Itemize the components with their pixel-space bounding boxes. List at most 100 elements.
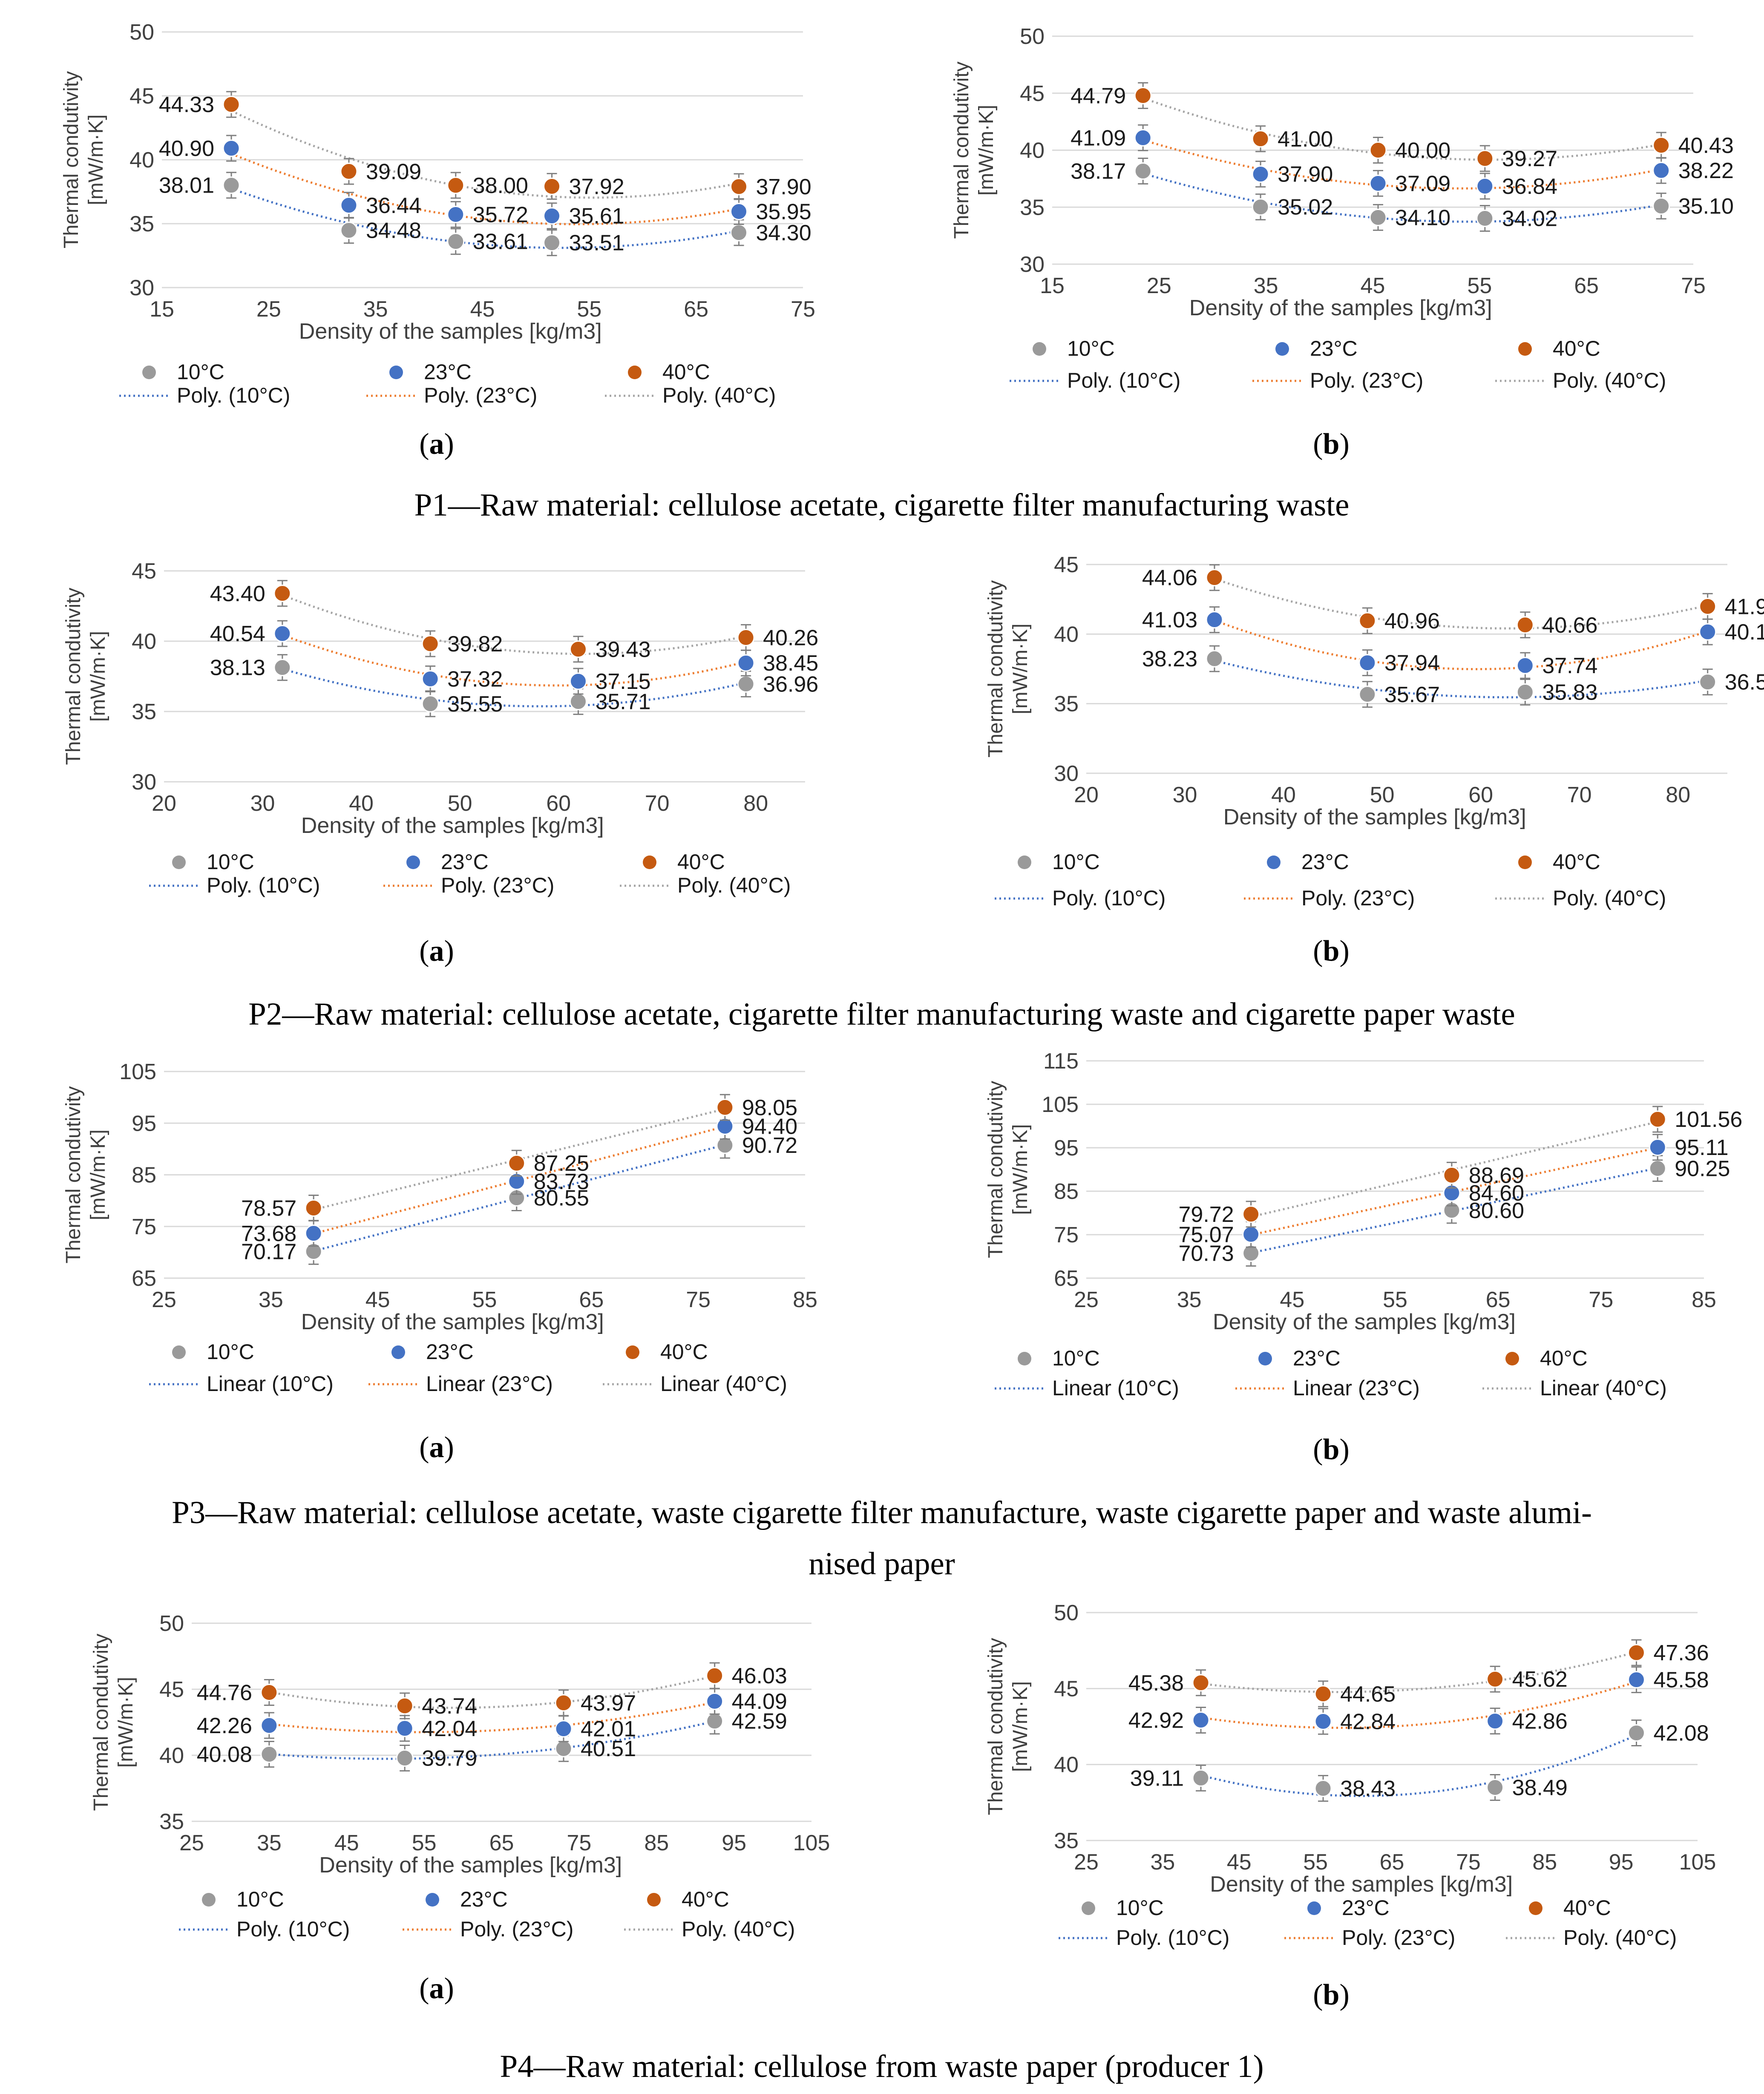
data-label: 44.79 xyxy=(1070,84,1126,108)
data-label: 44.09 xyxy=(732,1689,787,1714)
data-label: 80.60 xyxy=(1469,1198,1524,1223)
data-label: 70.17 xyxy=(241,1239,296,1264)
y-axis-label: Thermal condutivity [mW/m·K] xyxy=(984,1638,1032,1815)
data-point-23c xyxy=(447,205,465,223)
data-label: 44.06 xyxy=(1142,566,1197,590)
data-label: 90.72 xyxy=(742,1133,797,1158)
x-tick-label: 105 xyxy=(1679,1850,1716,1875)
x-tick-label: 55 xyxy=(412,1831,437,1855)
data-point-40c xyxy=(706,1667,724,1685)
data-point-40c xyxy=(1369,141,1387,159)
data-point-23c xyxy=(1476,177,1494,195)
data-point-10c xyxy=(1134,162,1152,180)
legend-fit-label: Poly. (40°C) xyxy=(1563,1926,1677,1950)
data-point-23c xyxy=(543,207,561,225)
data-point-23c xyxy=(305,1224,322,1242)
legend-fit-label: Linear (23°C) xyxy=(426,1372,553,1396)
data-label: 36.84 xyxy=(1502,174,1557,199)
x-tick-label: 75 xyxy=(791,297,815,322)
data-label: 39.27 xyxy=(1502,147,1557,171)
data-point-10c xyxy=(447,233,465,251)
x-tick-label: 35 xyxy=(1254,274,1278,298)
data-label: 33.51 xyxy=(569,231,624,256)
data-label: 37.90 xyxy=(756,175,811,199)
trendline-10c xyxy=(1214,660,1708,699)
data-point-40c xyxy=(1242,1205,1260,1223)
y-tick-label: 75 xyxy=(1054,1223,1079,1247)
legend-label: 40°C xyxy=(682,1887,729,1911)
trendline-40c xyxy=(1142,97,1662,161)
data-label: 42.59 xyxy=(732,1709,787,1734)
x-tick-label: 45 xyxy=(1280,1288,1304,1312)
data-point-40c xyxy=(1652,136,1670,154)
y-tick-label: 40 xyxy=(1020,138,1045,163)
x-tick-label: 65 xyxy=(579,1288,604,1312)
data-label: 39.82 xyxy=(447,632,503,657)
data-point-23c xyxy=(1649,1138,1666,1156)
x-tick-label: 25 xyxy=(1074,1288,1099,1312)
y-axis-label: Thermal condutivity [mW/m·K] xyxy=(984,1081,1032,1258)
data-point-40c xyxy=(1252,130,1269,148)
caption-p3-line1: P3—Raw material: cellulose acetate, wast… xyxy=(172,1495,1592,1530)
legend-label: 10°C xyxy=(236,1887,284,1911)
data-point-10c xyxy=(1369,208,1387,226)
legend-fit-label: Poly. (40°C) xyxy=(662,383,776,407)
data-point-23c xyxy=(1652,161,1670,179)
x-tick-label: 40 xyxy=(1271,783,1296,807)
data-point-10c xyxy=(1486,1779,1504,1797)
data-point-10c xyxy=(730,224,748,242)
legend-fit-label: Poly. (23°C) xyxy=(1310,369,1423,392)
x-tick-label: 25 xyxy=(1147,274,1171,298)
data-label: 42.08 xyxy=(1654,1721,1709,1745)
y-tick-label: 50 xyxy=(129,20,154,45)
y-tick-label: 35 xyxy=(1020,195,1045,220)
y-axis-label: Thermal condutivity [mW/m·K] xyxy=(60,71,107,248)
legend-marker xyxy=(1033,342,1046,356)
x-tick-label: 35 xyxy=(257,1831,282,1855)
y-tick-label: 45 xyxy=(1054,1676,1079,1701)
x-tick-label: 65 xyxy=(1574,274,1599,298)
x-tick-label: 45 xyxy=(470,297,495,322)
x-tick-label: 75 xyxy=(686,1288,711,1312)
x-tick-label: 75 xyxy=(1456,1850,1481,1875)
trendline-40c xyxy=(1214,578,1708,630)
legend-fit-label: Poly. (23°C) xyxy=(460,1917,573,1941)
data-label: 41.09 xyxy=(1070,126,1126,150)
data-label: 40.66 xyxy=(1542,613,1597,638)
y-tick-label: 65 xyxy=(1054,1266,1079,1291)
data-label: 35.10 xyxy=(1678,194,1734,219)
data-point-10c xyxy=(1314,1780,1332,1797)
data-label: 45.58 xyxy=(1654,1668,1709,1693)
x-tick-label: 85 xyxy=(644,1831,669,1855)
x-tick-label: 55 xyxy=(1383,1288,1407,1312)
data-label: 45.38 xyxy=(1128,1671,1184,1696)
y-tick-label: 50 xyxy=(1020,24,1045,49)
y-tick-label: 30 xyxy=(132,770,156,795)
data-label: 80.55 xyxy=(534,1186,589,1210)
x-tick-label: 40 xyxy=(349,791,374,816)
data-point-23c xyxy=(1314,1712,1332,1730)
trendline-10c xyxy=(1142,172,1662,223)
data-point-23c xyxy=(1192,1711,1210,1729)
y-tick-label: 30 xyxy=(129,276,154,300)
data-label: 79.72 xyxy=(1179,1202,1234,1227)
x-tick-label: 55 xyxy=(1467,274,1492,298)
legend-fit-label: Linear (23°C) xyxy=(1293,1376,1420,1400)
x-tick-label: 45 xyxy=(1227,1850,1252,1875)
data-point-23c xyxy=(1206,611,1223,629)
x-tick-label: 65 xyxy=(489,1831,514,1855)
legend-p2b: 10°C Poly. (10°C) 23°C Poly. (23°C) 40°C Poly… xyxy=(995,850,1666,910)
legend-marker xyxy=(1518,855,1532,869)
trendline-40c xyxy=(1251,1120,1658,1218)
data-label: 42.04 xyxy=(422,1717,477,1741)
data-point-10c xyxy=(555,1740,573,1757)
data-point-23c xyxy=(1486,1712,1504,1730)
x-tick-label: 60 xyxy=(1468,783,1493,807)
x-tick-label: 85 xyxy=(1692,1288,1716,1312)
y-tick-label: 35 xyxy=(1054,692,1079,717)
data-label: 35.72 xyxy=(473,202,528,227)
legend-p3a: 10°C Linear (10°C) 23°C Linear (23°C) 40°C Li… xyxy=(149,1340,787,1396)
x-tick-label: 65 xyxy=(684,297,708,322)
